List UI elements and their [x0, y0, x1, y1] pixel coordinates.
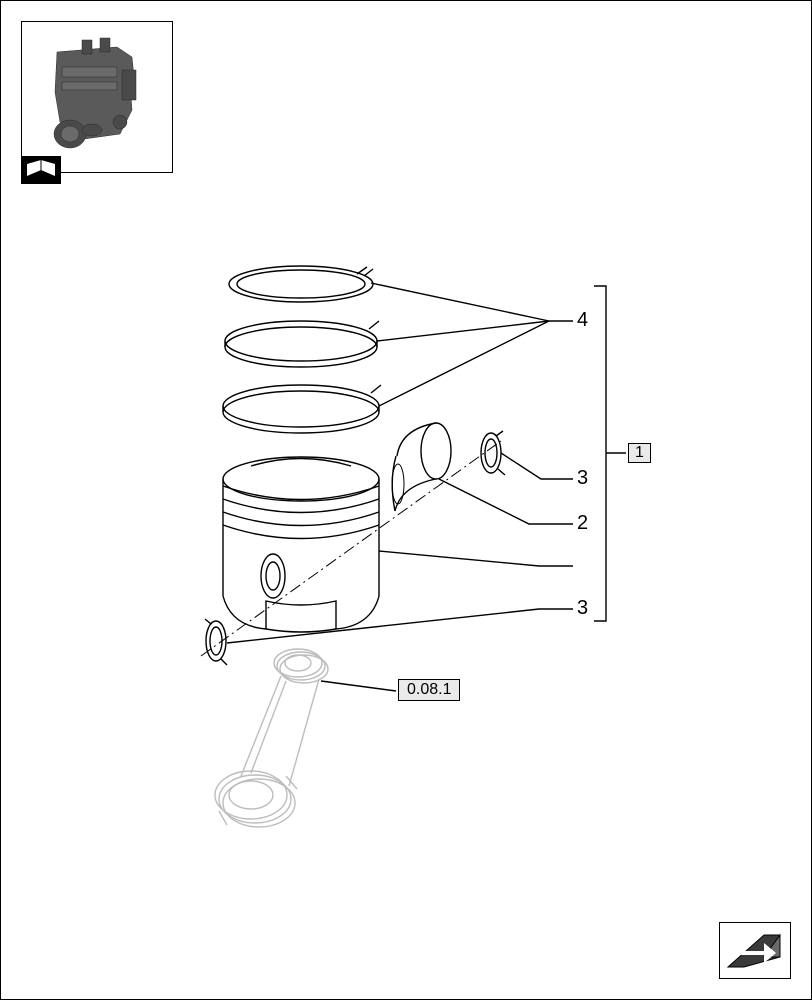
next-page-button[interactable]	[719, 922, 791, 979]
piston-ring-bottom	[223, 385, 381, 433]
piston-body	[223, 457, 379, 632]
callout-rings: 4	[577, 309, 588, 332]
callout-assembly[interactable]: 1	[628, 443, 651, 463]
callout-circlip-lower: 3	[577, 597, 588, 620]
callout-pin: 2	[577, 512, 588, 535]
connecting-rod-ghost	[215, 649, 328, 827]
circlip-lower	[205, 619, 227, 665]
piston-ring-top	[229, 266, 373, 302]
callout-circlip-upper: 3	[577, 467, 588, 490]
piston-ring-middle	[225, 321, 379, 367]
link-connecting-rod-section[interactable]: 0.08.1	[398, 679, 460, 701]
piston-exploded-diagram	[1, 1, 812, 1001]
page-frame: 4 3 2 3 1 0.08.1	[0, 0, 812, 1000]
